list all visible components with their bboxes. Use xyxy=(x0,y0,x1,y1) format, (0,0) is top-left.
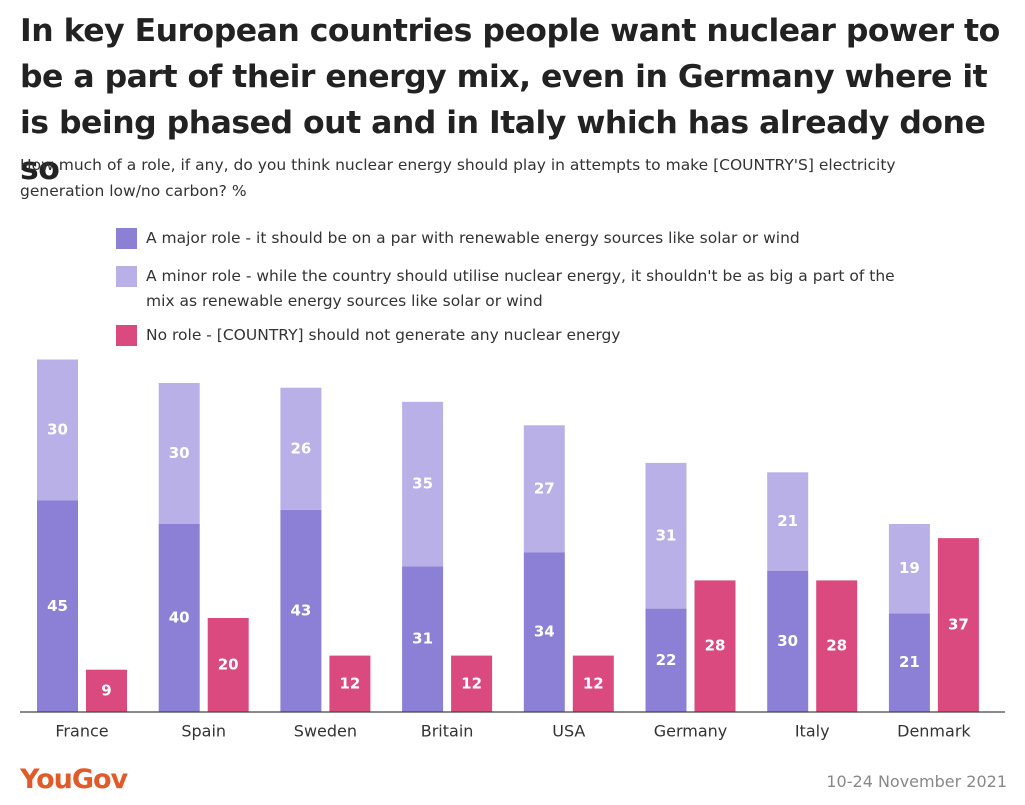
bar-major-spain xyxy=(158,524,200,712)
x-tick-label-sweden: Sweden xyxy=(294,722,357,741)
bar-major-usa xyxy=(523,552,565,712)
bar-minor-usa xyxy=(523,425,565,553)
x-tick-label-usa: USA xyxy=(552,722,585,741)
bar-chart: 45 30 9 France 40 30 20 Spain 43 26 12 Sweden 31 35 12… xyxy=(20,359,1005,741)
x-tick-label-france: France xyxy=(55,722,108,741)
label-minor-spain: 30 xyxy=(169,444,190,462)
legend-swatch-minor xyxy=(116,266,137,287)
legend-label-minor: A minor role - while the country should … xyxy=(146,267,895,310)
bar-none-germany xyxy=(694,580,736,712)
label-none-denmark: 37 xyxy=(948,616,969,634)
bar-none-italy xyxy=(816,580,858,712)
bar-minor-spain xyxy=(158,383,200,524)
yougov-logo: YouGov xyxy=(20,764,128,795)
label-none-italy: 28 xyxy=(826,637,847,655)
x-tick-label-germany: Germany xyxy=(654,722,728,741)
bar-none-denmark xyxy=(937,538,979,712)
label-major-denmark: 21 xyxy=(899,653,920,671)
bar-minor-italy xyxy=(767,472,809,571)
bar-none-sweden xyxy=(329,655,371,712)
label-none-usa: 12 xyxy=(583,674,604,692)
bar-minor-france xyxy=(37,359,78,501)
label-major-sweden: 43 xyxy=(290,601,311,619)
label-none-britain: 12 xyxy=(461,674,482,692)
label-none-germany: 28 xyxy=(705,637,726,655)
bar-minor-britain xyxy=(402,401,444,567)
label-major-britain: 31 xyxy=(412,630,433,648)
label-none-spain: 20 xyxy=(218,656,239,674)
label-major-germany: 22 xyxy=(656,651,677,669)
bar-major-france xyxy=(37,500,78,712)
legend-swatch-none xyxy=(116,325,137,346)
bar-major-denmark xyxy=(888,613,930,712)
fieldwork-date: 10-24 November 2021 xyxy=(826,772,1007,791)
bar-major-germany xyxy=(645,608,687,712)
bar-none-france xyxy=(86,669,127,712)
x-tick-label-italy: Italy xyxy=(795,722,830,741)
label-minor-sweden: 26 xyxy=(290,439,311,457)
bar-minor-germany xyxy=(645,462,687,609)
chart-subtitle: How much of a role, if any, do you think… xyxy=(20,156,896,200)
x-tick-label-spain: Spain xyxy=(181,722,226,741)
label-minor-usa: 27 xyxy=(534,479,555,497)
label-minor-germany: 31 xyxy=(656,526,677,544)
bar-minor-denmark xyxy=(888,524,930,614)
bar-none-usa xyxy=(572,655,614,712)
chart-title: In key European countries people want nu… xyxy=(20,13,1000,187)
x-tick-label-britain: Britain xyxy=(421,722,474,741)
label-minor-denmark: 19 xyxy=(899,559,920,577)
bar-none-britain xyxy=(451,655,493,712)
bar-none-spain xyxy=(207,618,249,712)
label-none-france: 9 xyxy=(101,681,111,699)
label-none-sweden: 12 xyxy=(339,674,360,692)
bar-minor-sweden xyxy=(280,387,322,510)
label-major-spain: 40 xyxy=(169,609,190,627)
bar-major-italy xyxy=(767,571,809,712)
label-major-usa: 34 xyxy=(534,623,555,641)
legend-swatch-major xyxy=(116,228,137,249)
x-tick-label-denmark: Denmark xyxy=(897,722,971,741)
legend-label-major: A major role - it should be on a par wit… xyxy=(146,229,800,247)
label-major-france: 45 xyxy=(47,597,68,615)
label-minor-italy: 21 xyxy=(777,512,798,530)
legend-label-none: No role - [COUNTRY] should not generate … xyxy=(146,326,621,344)
bar-major-sweden xyxy=(280,509,322,712)
label-major-italy: 30 xyxy=(777,632,798,650)
bar-major-britain xyxy=(402,566,444,712)
label-minor-france: 30 xyxy=(47,421,68,439)
label-minor-britain: 35 xyxy=(412,475,433,493)
